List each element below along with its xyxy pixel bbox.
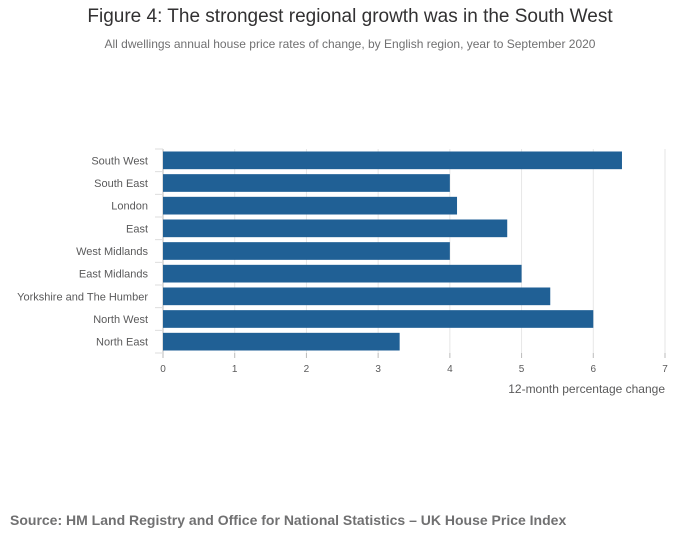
x-tick-label: 1	[232, 364, 238, 375]
category-labels: South West South East London East West Midla…	[17, 155, 148, 348]
chart-title: Figure 4: The strongest regional growth …	[87, 6, 613, 27]
bar-east-midlands[interactable]	[163, 264, 522, 283]
bar-london[interactable]	[163, 196, 458, 215]
source-note: Source: HM Land Registry and Office for …	[10, 512, 567, 528]
bar-west-midlands[interactable]	[163, 242, 450, 260]
x-tick-labels: 0 1 2 3 4 5 6 7	[160, 364, 668, 375]
bar-north-east[interactable]	[163, 332, 400, 351]
chart-subtitle: All dwellings annual house price rates o…	[104, 37, 596, 51]
bar-south-east[interactable]	[163, 174, 450, 192]
category-label: London	[111, 201, 148, 213]
bar-yorkshire-and-the-humber[interactable]	[163, 287, 551, 306]
x-tick-label: 2	[304, 364, 310, 375]
category-label: North West	[93, 314, 148, 326]
x-tick-label: 4	[447, 364, 453, 375]
category-label: South East	[94, 178, 148, 190]
category-label: South West	[91, 155, 148, 167]
x-tick-label: 3	[375, 364, 381, 375]
x-tick-label: 5	[519, 364, 525, 375]
x-tick-label: 0	[160, 364, 166, 375]
bar-east[interactable]	[163, 219, 508, 238]
category-label: West Midlands	[76, 246, 148, 258]
bar-south-west[interactable]	[163, 151, 622, 170]
x-tick-label: 7	[662, 364, 668, 375]
category-label: North East	[96, 337, 148, 349]
bars	[163, 151, 622, 351]
category-label: Yorkshire and The Humber	[17, 291, 148, 303]
category-label: East	[126, 223, 148, 235]
x-axis-title: 12-month percentage change	[508, 382, 665, 396]
category-label: East Midlands	[79, 269, 149, 281]
x-tick-label: 6	[591, 364, 597, 375]
bar-north-west[interactable]	[163, 310, 594, 328]
